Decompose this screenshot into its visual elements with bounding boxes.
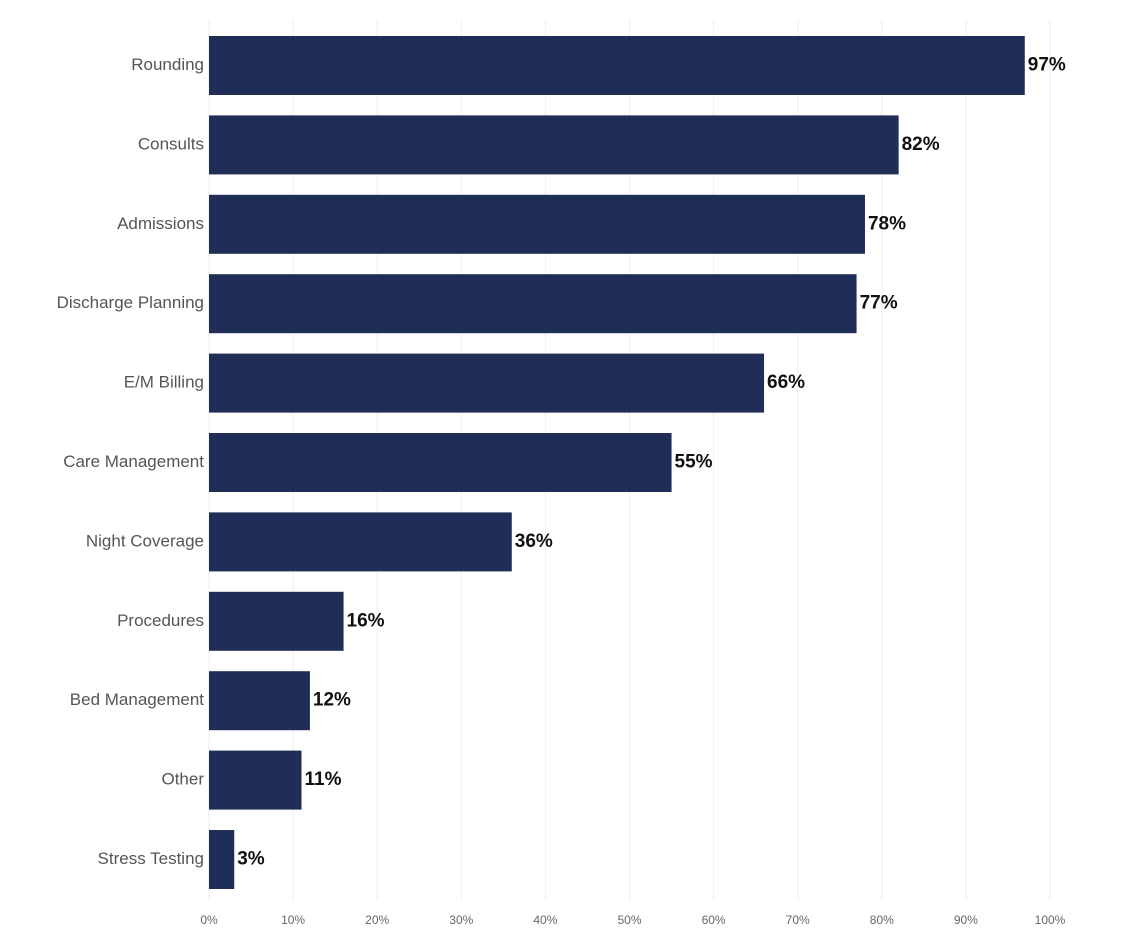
value-label: 12%	[313, 690, 351, 711]
value-label: 82%	[902, 134, 940, 155]
bars	[209, 36, 1025, 889]
x-tick-label: 80%	[870, 913, 894, 927]
category-label: Care Management	[63, 452, 204, 471]
value-label: 3%	[237, 849, 265, 870]
value-label: 97%	[1028, 55, 1066, 76]
category-labels: Rounding Consults Admissions Discharge Plan…	[57, 55, 205, 868]
category-label: Discharge Planning	[57, 293, 204, 312]
value-label: 16%	[347, 610, 385, 631]
value-label: 36%	[515, 531, 553, 552]
category-label: Rounding	[131, 55, 204, 74]
value-label: 11%	[305, 769, 342, 790]
value-label: 77%	[860, 293, 898, 314]
x-tick-label: 60%	[702, 913, 726, 927]
x-tick-label: 70%	[786, 913, 810, 927]
bar-bed-management	[209, 671, 310, 731]
bar-consults	[209, 115, 899, 175]
x-tick-label: 30%	[449, 913, 473, 927]
category-label: Bed Management	[70, 690, 204, 709]
x-tick-label: 20%	[365, 913, 389, 927]
bar-care-management	[209, 433, 672, 492]
category-label: Night Coverage	[86, 531, 204, 550]
category-label: E/M Billing	[124, 373, 204, 392]
bar-other	[209, 750, 302, 810]
x-axis-tick-labels: 0% 10% 20% 30% 40% 50% 60% 70% 80% 90% 100%	[200, 913, 1065, 927]
bar-e-m-billing	[209, 353, 765, 413]
category-label: Consults	[138, 134, 204, 153]
value-labels: 97% 82% 78% 77% 66% 55% 36% 16% 12% 11% 3%	[237, 55, 1066, 870]
bar-rounding	[209, 36, 1025, 95]
x-tick-label: 0%	[200, 913, 218, 927]
category-label: Other	[161, 770, 204, 789]
bar-discharge-planning	[209, 274, 857, 334]
x-tick-label: 100%	[1035, 913, 1066, 927]
bar-admissions	[209, 194, 865, 254]
bar-stress-testing	[209, 830, 235, 889]
value-label: 66%	[767, 372, 805, 393]
category-label: Admissions	[117, 214, 204, 233]
x-tick-label: 40%	[533, 913, 557, 927]
x-tick-label: 50%	[617, 913, 641, 927]
x-tick-label: 90%	[954, 913, 978, 927]
bar-procedures	[209, 591, 344, 651]
x-tick-label: 10%	[281, 913, 305, 927]
value-label: 55%	[675, 452, 713, 473]
value-label: 78%	[868, 213, 906, 234]
bar-night-coverage	[209, 512, 512, 572]
category-label: Procedures	[117, 611, 204, 630]
category-label: Stress Testing	[98, 849, 204, 868]
